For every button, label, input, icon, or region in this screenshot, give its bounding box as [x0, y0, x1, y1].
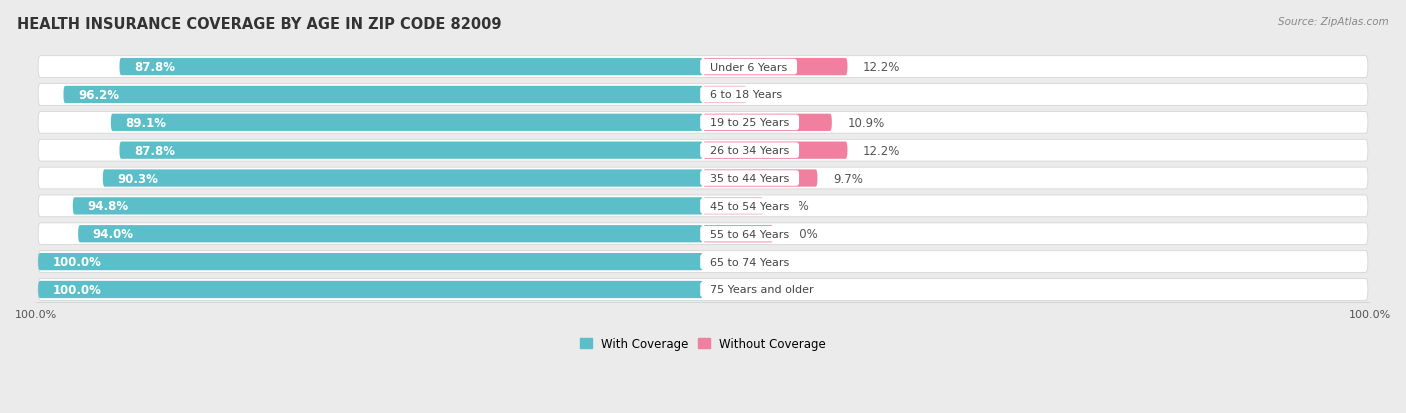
FancyBboxPatch shape	[38, 168, 1368, 190]
FancyBboxPatch shape	[703, 142, 848, 159]
FancyBboxPatch shape	[703, 59, 848, 76]
FancyBboxPatch shape	[703, 170, 817, 187]
FancyBboxPatch shape	[38, 223, 1368, 245]
Text: 90.3%: 90.3%	[118, 172, 159, 185]
Text: Under 6 Years: Under 6 Years	[703, 62, 794, 72]
Text: 87.8%: 87.8%	[134, 61, 176, 74]
FancyBboxPatch shape	[703, 198, 763, 215]
Legend: With Coverage, Without Coverage: With Coverage, Without Coverage	[575, 332, 831, 355]
FancyBboxPatch shape	[38, 195, 1368, 217]
FancyBboxPatch shape	[38, 281, 703, 298]
Text: 100.0%: 100.0%	[53, 256, 101, 268]
FancyBboxPatch shape	[703, 114, 832, 132]
Text: 94.0%: 94.0%	[93, 228, 134, 241]
FancyBboxPatch shape	[120, 59, 703, 76]
Text: 6 to 18 Years: 6 to 18 Years	[703, 90, 789, 100]
Text: 0.0%: 0.0%	[716, 256, 747, 268]
Text: 45 to 54 Years: 45 to 54 Years	[703, 202, 796, 211]
FancyBboxPatch shape	[38, 84, 1368, 106]
Text: 12.2%: 12.2%	[863, 144, 900, 157]
Text: 19 to 25 Years: 19 to 25 Years	[703, 118, 796, 128]
FancyBboxPatch shape	[38, 253, 703, 271]
Text: 6.0%: 6.0%	[789, 228, 818, 241]
Text: 12.2%: 12.2%	[863, 61, 900, 74]
Text: 65 to 74 Years: 65 to 74 Years	[703, 257, 796, 267]
FancyBboxPatch shape	[103, 170, 703, 187]
Text: 55 to 64 Years: 55 to 64 Years	[703, 229, 796, 239]
FancyBboxPatch shape	[63, 87, 703, 104]
FancyBboxPatch shape	[38, 112, 1368, 134]
Text: 75 Years and older: 75 Years and older	[703, 285, 821, 295]
Text: 9.7%: 9.7%	[832, 172, 863, 185]
Text: 35 to 44 Years: 35 to 44 Years	[703, 173, 796, 184]
Text: 96.2%: 96.2%	[79, 89, 120, 102]
Text: Source: ZipAtlas.com: Source: ZipAtlas.com	[1278, 17, 1389, 26]
FancyBboxPatch shape	[703, 225, 773, 243]
FancyBboxPatch shape	[73, 198, 703, 215]
FancyBboxPatch shape	[38, 57, 1368, 78]
FancyBboxPatch shape	[703, 87, 747, 104]
Text: 89.1%: 89.1%	[125, 116, 166, 130]
FancyBboxPatch shape	[38, 251, 1368, 273]
Text: 3.8%: 3.8%	[762, 89, 792, 102]
Text: 0.0%: 0.0%	[716, 283, 747, 296]
Text: 5.2%: 5.2%	[779, 200, 808, 213]
FancyBboxPatch shape	[79, 225, 703, 243]
FancyBboxPatch shape	[120, 142, 703, 159]
FancyBboxPatch shape	[38, 279, 1368, 301]
Text: 10.9%: 10.9%	[848, 116, 884, 130]
Text: 100.0%: 100.0%	[53, 283, 101, 296]
Text: 94.8%: 94.8%	[87, 200, 128, 213]
FancyBboxPatch shape	[38, 140, 1368, 161]
FancyBboxPatch shape	[111, 114, 703, 132]
Text: 26 to 34 Years: 26 to 34 Years	[703, 146, 796, 156]
Text: HEALTH INSURANCE COVERAGE BY AGE IN ZIP CODE 82009: HEALTH INSURANCE COVERAGE BY AGE IN ZIP …	[17, 17, 502, 31]
Text: 87.8%: 87.8%	[134, 144, 176, 157]
